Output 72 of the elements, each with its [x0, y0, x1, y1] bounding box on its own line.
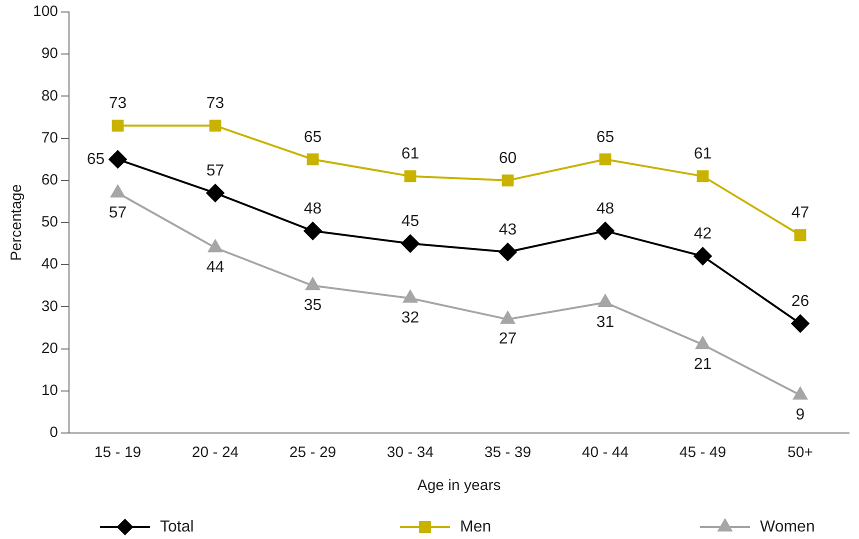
x-tick-label: 15 - 19: [94, 444, 142, 462]
data-label: 73: [108, 95, 127, 112]
point: [112, 120, 124, 132]
y-tick-label: 60: [41, 172, 58, 189]
data-label: 65: [304, 128, 322, 146]
point: [401, 234, 420, 253]
data-label: 44: [206, 259, 224, 276]
point: [794, 229, 806, 242]
x-tick-label: 50+: [788, 444, 814, 462]
data-label: 45: [401, 212, 420, 230]
point: [500, 311, 515, 324]
point: [599, 153, 612, 166]
point: [793, 387, 808, 400]
data-label: 65: [86, 150, 105, 168]
data-label: 31: [596, 314, 614, 331]
data-label: 32: [401, 310, 420, 327]
point: [108, 150, 127, 168]
y-tick-label: 80: [41, 87, 58, 104]
x-tick-label: 30 - 34: [386, 444, 434, 462]
data-label: 35: [304, 297, 322, 314]
y-tick-label: 20: [41, 340, 58, 357]
legend-label: Women: [760, 518, 815, 536]
point: [694, 247, 712, 266]
data-label: 48: [596, 200, 614, 218]
point: [696, 336, 710, 350]
data-label: 26: [791, 292, 810, 310]
data-label: 57: [108, 204, 127, 222]
data-label: 21: [694, 356, 712, 373]
point: [209, 120, 222, 132]
data-label: 27: [498, 330, 517, 348]
point: [596, 222, 614, 240]
data-label: 57: [206, 162, 224, 180]
data-label: 60: [498, 150, 517, 167]
data-label: 9: [796, 406, 805, 424]
x-axis-title: Age in years: [417, 477, 501, 494]
point: [208, 240, 222, 252]
point: [598, 294, 612, 307]
y-axis-title: Percentage: [8, 184, 26, 261]
data-label: 61: [401, 146, 420, 163]
x-tick-label: 20 - 24: [192, 444, 239, 462]
legend-label: Men: [460, 518, 492, 536]
y-tick-label: 100: [32, 3, 58, 20]
point: [502, 174, 514, 186]
y-tick-label: 70: [41, 129, 58, 146]
x-tick-label: 35 - 39: [484, 444, 532, 462]
point: [404, 170, 416, 182]
point: [306, 278, 320, 290]
y-tick-label: 50: [41, 214, 58, 231]
point: [304, 222, 322, 240]
point: [403, 290, 418, 303]
data-label: 73: [206, 95, 224, 112]
data-label: 43: [498, 221, 517, 238]
point: [696, 170, 709, 182]
y-tick-label: 0: [50, 424, 58, 442]
y-tick-label: 90: [41, 45, 58, 62]
point: [791, 314, 810, 333]
y-tick-label: 10: [41, 382, 58, 400]
legend-label: Total: [160, 518, 194, 536]
x-tick-label: 25 - 29: [289, 444, 336, 462]
x-tick-label: 45 - 49: [679, 444, 726, 462]
data-label: 47: [791, 204, 810, 222]
point: [498, 242, 517, 261]
data-label: 61: [694, 146, 712, 163]
data-label: 48: [304, 200, 322, 218]
data-label: 65: [596, 128, 614, 146]
y-tick-label: 40: [41, 256, 58, 273]
point: [206, 184, 224, 202]
point: [306, 153, 319, 166]
data-label: 42: [694, 226, 712, 243]
y-tick-label: 30: [41, 298, 58, 315]
x-tick-label: 40 - 44: [582, 444, 629, 462]
point: [110, 185, 125, 198]
